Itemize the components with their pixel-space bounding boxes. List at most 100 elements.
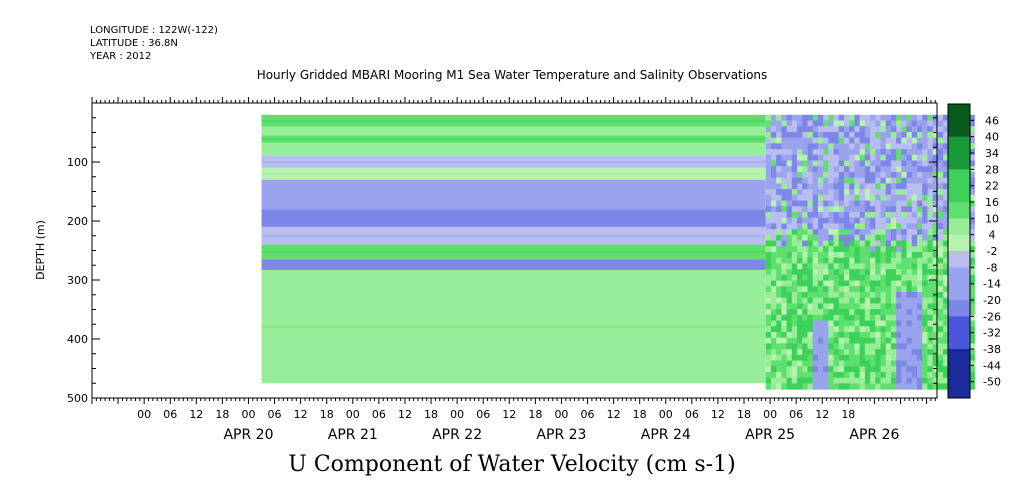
data-cell: [917, 372, 923, 379]
data-cell: [901, 291, 908, 299]
data-cell: [890, 149, 897, 156]
data-cell: [770, 320, 777, 327]
data-cell: [770, 303, 777, 310]
data-cell: [791, 297, 798, 304]
data-cell: [797, 223, 803, 230]
data-cell: [812, 291, 819, 299]
data-cell: [802, 326, 808, 333]
data-cell: [875, 160, 881, 167]
data-cell: [786, 343, 793, 350]
data-cell: [885, 257, 892, 264]
data-cell: [906, 331, 913, 339]
data-cell: [812, 166, 819, 173]
x-hour-tick-label: 06: [581, 408, 595, 421]
data-cell: [864, 354, 871, 362]
data-cell: [917, 206, 923, 213]
data-cell: [969, 211, 975, 219]
data-cell: [870, 257, 876, 264]
data-cell: [906, 326, 913, 333]
data-cell: [770, 309, 777, 316]
data-cell: [917, 326, 923, 333]
data-cell: [901, 314, 908, 322]
data-cell: [797, 200, 803, 207]
data-cell: [781, 320, 788, 327]
data-cell: [770, 269, 777, 276]
data-cell: [927, 189, 934, 196]
data-cell: [885, 286, 892, 293]
data-cell: [922, 183, 928, 190]
data-cell: [859, 246, 866, 253]
data-cell: [901, 189, 908, 196]
data-cell: [812, 366, 819, 373]
data-cell: [776, 189, 782, 196]
data-cell: [786, 263, 793, 270]
data-cell: [823, 246, 829, 253]
data-cell: [906, 360, 913, 367]
data-cell: [843, 326, 850, 333]
data-cell: [765, 360, 772, 367]
data-cell: [770, 251, 777, 259]
data-cell: [917, 149, 923, 156]
data-cell: [823, 194, 829, 202]
data-cell: [911, 291, 918, 299]
data-cell: [786, 246, 793, 253]
data-cell: [870, 377, 876, 384]
data-cell: [927, 126, 934, 133]
data-cell: [843, 223, 850, 230]
data-cell: [812, 160, 819, 167]
data-cell: [859, 280, 866, 287]
data-cell: [911, 177, 918, 184]
data-cell: [854, 126, 861, 133]
data-cell: [927, 349, 934, 356]
data-cell: [859, 291, 866, 299]
data-cell: [833, 326, 840, 333]
data-cell: [838, 154, 845, 162]
data-cell: [797, 166, 803, 173]
data-cell: [917, 349, 923, 356]
data-cell: [849, 303, 855, 310]
data-cell: [875, 286, 881, 293]
data-cell: [859, 217, 866, 224]
data-cell: [807, 137, 814, 144]
data-cell: [807, 229, 814, 236]
data-cell: [817, 326, 824, 333]
data-cell: [823, 314, 829, 322]
data-cell: [807, 160, 814, 167]
data-cell: [875, 166, 881, 173]
variable-label: U Component of Water Velocity (cm s-1): [288, 452, 736, 477]
data-cell: [786, 211, 793, 219]
data-cell: [823, 251, 829, 259]
data-cell: [776, 126, 782, 133]
data-cell: [838, 120, 845, 127]
data-cell: [906, 291, 913, 299]
data-cell: [854, 274, 861, 282]
x-hour-tick-label: 18: [424, 408, 438, 421]
data-band-stripe: [261, 263, 766, 266]
data-cell: [770, 234, 777, 242]
data-cell: [896, 349, 902, 356]
data-cell: [896, 149, 902, 156]
colorbar-segment: [948, 300, 970, 317]
data-cell: [906, 337, 913, 344]
data-cell: [817, 269, 824, 276]
data-cell: [817, 372, 824, 379]
data-cell: [937, 189, 944, 196]
data-cell: [817, 126, 824, 133]
x-hour-tick-label: 12: [815, 408, 829, 421]
data-cell: [896, 309, 902, 316]
data-cell: [843, 217, 850, 224]
data-cell: [776, 229, 782, 236]
data-cell: [807, 360, 814, 367]
data-cell: [922, 234, 928, 242]
data-cell: [802, 217, 808, 224]
data-cell: [917, 189, 923, 196]
data-cell: [770, 149, 777, 156]
data-cell: [906, 206, 913, 213]
data-cell: [937, 286, 944, 293]
x-hour-tick-label: 06: [268, 408, 282, 421]
data-cell: [901, 269, 908, 276]
data-cell: [781, 206, 788, 213]
data-cell: [906, 246, 913, 253]
data-cell: [896, 137, 902, 144]
data-cell: [828, 274, 835, 282]
